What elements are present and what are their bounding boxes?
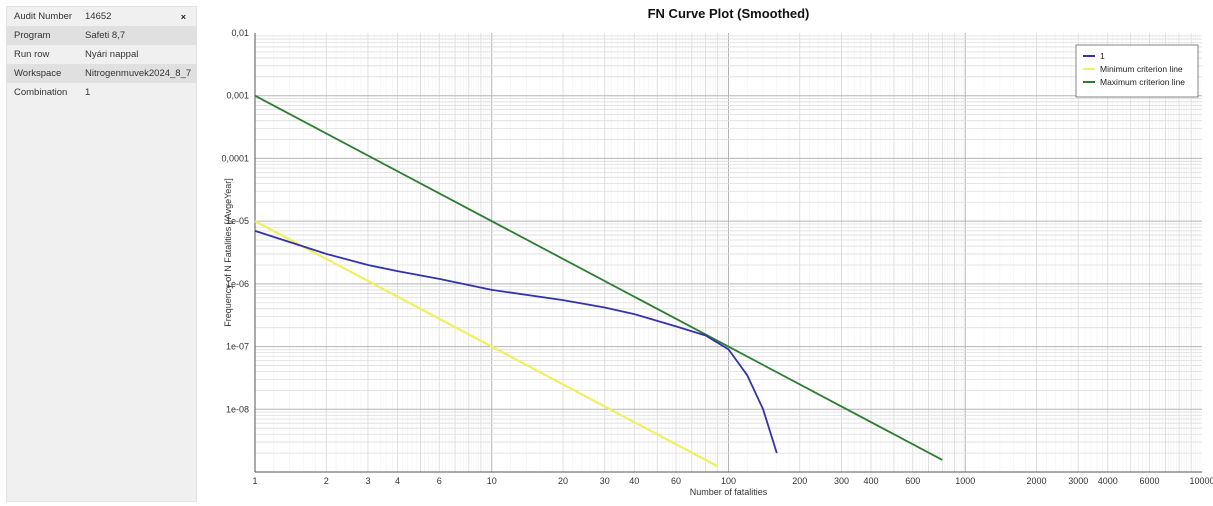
x-tick-label: 10000 (1189, 476, 1213, 486)
series-line-1 (254, 230, 778, 454)
x-tick-label: 300 (834, 476, 849, 486)
y-tick-label: 1e-08 (226, 404, 249, 414)
property-row-workspace: Workspace Nitrogenmuvek2024_8_7 (7, 64, 196, 83)
y-tick-label: 1e-06 (226, 279, 249, 289)
x-tick-label: 100 (721, 476, 736, 486)
fn-curve-chart: 1 2 3 4 6 10 20 30 40 60 100 200 300 400 600 1000 2000 30… (221, 6, 1213, 497)
chart-title: FN Curve Plot (Smoothed) (648, 6, 810, 21)
legend-entry: Maximum criterion line (1100, 77, 1185, 87)
x-tick-label: 2 (324, 476, 329, 486)
y-tick-label: 0,001 (226, 91, 249, 101)
series-line-minimum-criterion (254, 220, 719, 468)
property-row-audit-number: Audit Number 14652 (7, 7, 196, 26)
property-value: 1 (85, 87, 91, 98)
x-tick-label: 6000 (1139, 476, 1159, 486)
x-tick-label: 200 (792, 476, 807, 486)
x-tick-label: 400 (864, 476, 879, 486)
x-axis-label: Number of fatalities (690, 487, 768, 497)
legend-entry: 1 (1100, 51, 1105, 61)
close-icon[interactable]: × (180, 12, 186, 22)
property-label: Run row (14, 49, 50, 60)
y-tick-label: 0,01 (231, 28, 249, 38)
y-tick-label: 1e-07 (226, 342, 249, 352)
x-tick-label: 2000 (1027, 476, 1047, 486)
y-axis-label: Frequency of N Fatalities [/AvgeYear] (223, 178, 233, 327)
property-row-run-row: Run row Nyári nappal (7, 45, 196, 64)
x-tick-label: 1 (252, 476, 257, 486)
series-line-maximum-criterion (254, 94, 943, 461)
x-tick-label: 10 (487, 476, 497, 486)
x-tick-label: 3000 (1068, 476, 1088, 486)
property-value: 14652 (85, 11, 112, 22)
property-label: Audit Number (14, 11, 73, 22)
legend-entry: Minimum criterion line (1100, 64, 1183, 74)
legend-box (1075, 44, 1199, 98)
x-tick-label: 4000 (1098, 476, 1118, 486)
property-label: Combination (14, 87, 68, 98)
property-value: Nitrogenmuvek2024_8_7 (85, 68, 192, 79)
property-value: Safeti 8,7 (85, 30, 126, 41)
x-tick-label: 60 (671, 476, 681, 486)
x-tick-label: 20 (558, 476, 568, 486)
x-tick-label: 6 (437, 476, 442, 486)
x-tick-label: 30 (600, 476, 610, 486)
x-tick-label: 4 (395, 476, 400, 486)
x-tick-label: 1000 (955, 476, 975, 486)
x-tick-label: 3 (365, 476, 370, 486)
property-label: Workspace (14, 68, 62, 79)
properties-panel: Audit Number 14652 Program Safeti 8,7 Ru… (6, 6, 197, 502)
property-label: Program (14, 30, 51, 41)
property-value: Nyári nappal (85, 49, 139, 60)
y-tick-label: 1e-05 (226, 216, 249, 226)
property-row-program: Program Safeti 8,7 (7, 26, 196, 45)
x-tick-label: 600 (905, 476, 920, 486)
properties-list: Audit Number 14652 Program Safeti 8,7 Ru… (7, 7, 196, 102)
x-tick-label: 40 (629, 476, 639, 486)
property-row-combination: Combination 1 (7, 83, 196, 102)
y-tick-label: 0,0001 (221, 153, 249, 163)
